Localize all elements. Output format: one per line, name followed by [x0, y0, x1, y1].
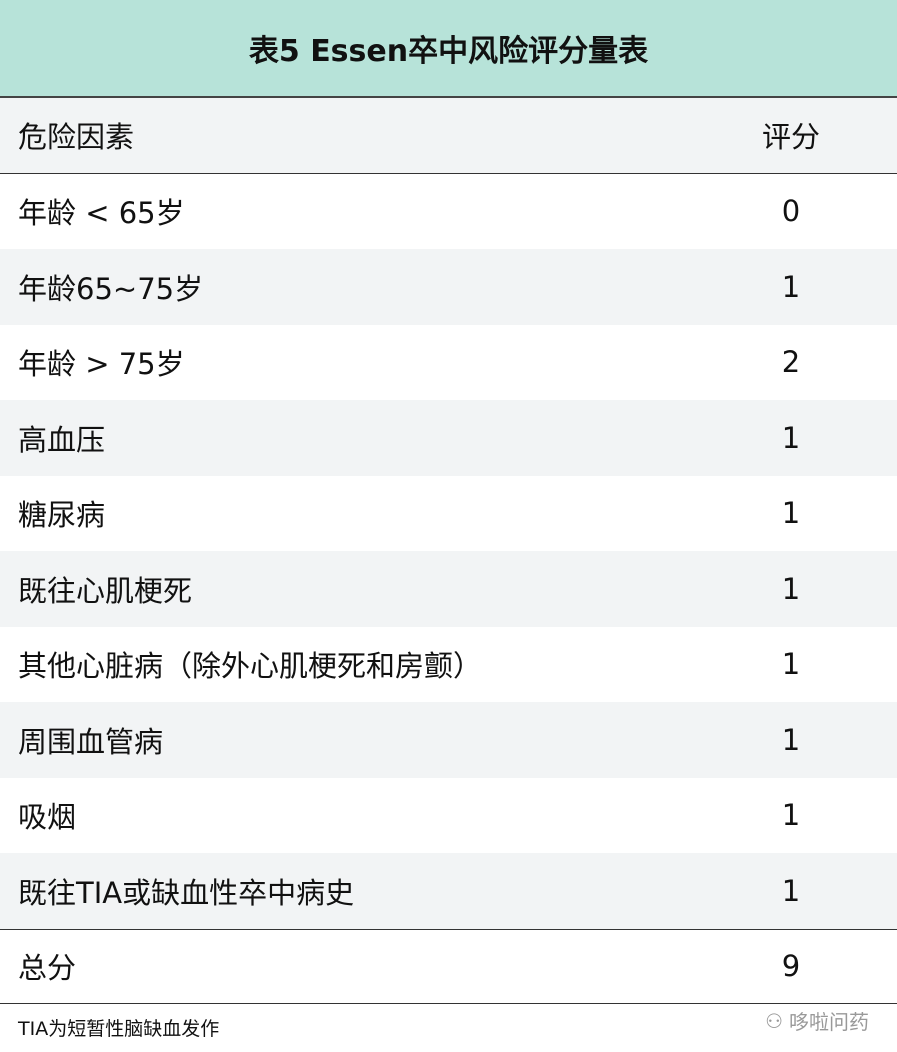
header-score: 评分 [761, 120, 820, 155]
risk-factor: 既往心肌梗死 [18, 573, 193, 608]
watermark-text: 哆啦问药 [789, 1010, 869, 1034]
risk-score: 0 [781, 194, 801, 229]
risk-score: 2 [781, 345, 801, 380]
table-body: 年龄 < 65岁 0 年龄65~75岁 1 年龄 > 75岁 2 高血压 1 糖尿病 1 既往心肌梗… [0, 174, 897, 929]
table-row: 糖尿病 1 [0, 476, 897, 552]
risk-score: 1 [781, 496, 801, 531]
total-label: 总分 [18, 951, 77, 986]
risk-factor: 年龄 > 75岁 [18, 347, 185, 382]
table-row: 吸烟 1 [0, 778, 897, 854]
footnote: TIA为短暂性脑缺血发作 [18, 1018, 220, 1040]
header-factor: 危险因素 [18, 120, 135, 155]
risk-factor: 既往TIA或缺血性卒中病史 [18, 875, 355, 910]
total-score: 9 [781, 949, 801, 984]
risk-score: 1 [781, 647, 801, 682]
table-header: 危险因素 评分 [0, 98, 897, 174]
risk-factor: 其他心脏病（除外心肌梗死和房颤） [18, 649, 483, 684]
table-row: 高血压 1 [0, 400, 897, 476]
table-title: 表5 Essen卒中风险评分量表 [0, 0, 897, 98]
risk-score: 1 [781, 873, 801, 908]
risk-score: 1 [781, 269, 801, 304]
wechat-icon: ⚇ [765, 1008, 783, 1033]
risk-score: 1 [781, 798, 801, 833]
table-row: 其他心脏病（除外心肌梗死和房颤） 1 [0, 627, 897, 703]
table-row: 年龄 < 65岁 0 [0, 174, 897, 250]
risk-factor: 年龄 < 65岁 [18, 196, 185, 231]
total-row: 总分 9 [0, 928, 897, 1004]
risk-factor: 糖尿病 [18, 498, 106, 533]
table-row: 既往TIA或缺血性卒中病史 1 [0, 853, 897, 929]
table-row: 既往心肌梗死 1 [0, 551, 897, 627]
risk-factor: 年龄65~75岁 [18, 271, 204, 306]
risk-factor: 周围血管病 [18, 724, 164, 759]
risk-score: 1 [781, 420, 801, 455]
watermark: ⚇ 哆啦问药 [765, 1006, 869, 1035]
table-row: 年龄 > 75岁 2 [0, 325, 897, 401]
risk-factor: 吸烟 [18, 800, 77, 835]
risk-factor: 高血压 [18, 422, 106, 457]
footer: TIA为短暂性脑缺血发作 ⚇ 哆啦问药 [0, 1004, 897, 1052]
risk-score: 1 [781, 571, 801, 606]
table-row: 周围血管病 1 [0, 702, 897, 778]
table-row: 年龄65~75岁 1 [0, 249, 897, 325]
risk-score: 1 [781, 722, 801, 757]
